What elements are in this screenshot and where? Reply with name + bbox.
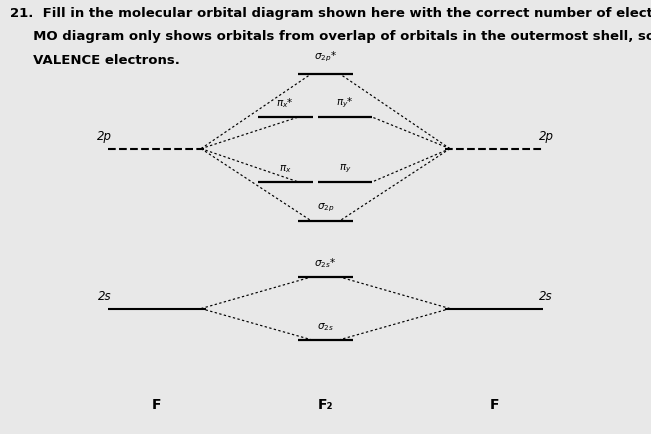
Text: F: F (152, 397, 161, 411)
Text: MO diagram only shows orbitals from overlap of orbitals in the outermost shell, : MO diagram only shows orbitals from over… (10, 30, 651, 43)
Text: $\sigma_{2p}$: $\sigma_{2p}$ (317, 201, 334, 214)
Text: 2p: 2p (96, 129, 111, 142)
Text: VALENCE electrons.: VALENCE electrons. (10, 54, 180, 67)
Text: F: F (490, 397, 499, 411)
Text: F₂: F₂ (318, 397, 333, 411)
Text: $\sigma_{2s}$: $\sigma_{2s}$ (317, 320, 334, 332)
Text: $\pi_y$: $\pi_y$ (339, 162, 352, 175)
Text: 21.  Fill in the molecular orbital diagram shown here with the correct number of: 21. Fill in the molecular orbital diagra… (10, 7, 651, 20)
Text: $\pi_y$*: $\pi_y$* (336, 95, 353, 110)
Text: $\pi_x$*: $\pi_x$* (277, 96, 294, 110)
Text: 2s: 2s (98, 289, 111, 302)
Text: $\pi_x$: $\pi_x$ (279, 163, 292, 175)
Text: $\sigma_{2s}$*: $\sigma_{2s}$* (314, 256, 337, 270)
Text: $\sigma_{2p}$*: $\sigma_{2p}$* (314, 49, 337, 64)
Text: 2p: 2p (540, 129, 555, 142)
Text: 2s: 2s (540, 289, 553, 302)
